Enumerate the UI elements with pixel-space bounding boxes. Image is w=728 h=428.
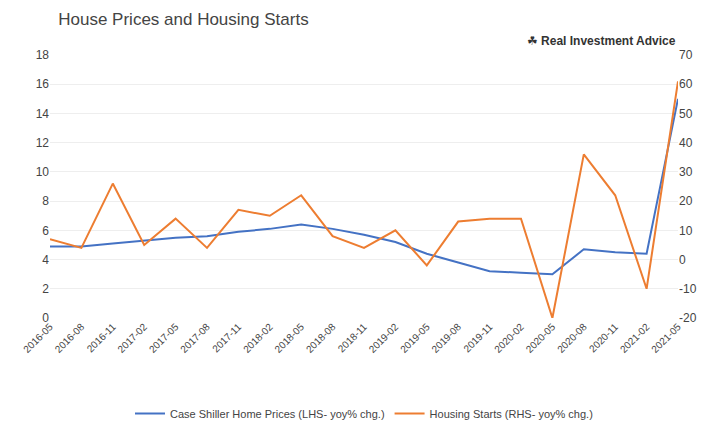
svg-text:Case Shiller Home Prices (LHS-: Case Shiller Home Prices (LHS- yoy% chg.…: [170, 408, 385, 420]
svg-text:2018-11: 2018-11: [336, 321, 370, 355]
svg-text:2020-11: 2020-11: [587, 321, 621, 355]
svg-text:8: 8: [42, 194, 49, 208]
svg-text:70: 70: [679, 48, 693, 62]
svg-text:2021-05: 2021-05: [649, 321, 683, 355]
svg-text:40: 40: [679, 136, 693, 150]
svg-text:18: 18: [36, 48, 50, 62]
svg-text:2021-02: 2021-02: [618, 321, 652, 355]
svg-text:6: 6: [42, 224, 49, 238]
svg-text:0: 0: [679, 253, 686, 267]
svg-text:2: 2: [42, 282, 49, 296]
svg-text:2018-08: 2018-08: [304, 321, 338, 355]
svg-text:-20: -20: [679, 311, 697, 325]
svg-text:2016-11: 2016-11: [85, 321, 119, 355]
svg-text:2017-11: 2017-11: [210, 321, 244, 355]
svg-text:50: 50: [679, 107, 693, 121]
svg-text:☘ Real Investment Advice: ☘ Real Investment Advice: [527, 34, 676, 48]
svg-text:2018-05: 2018-05: [272, 321, 306, 355]
svg-text:2016-08: 2016-08: [53, 321, 87, 355]
svg-text:2019-08: 2019-08: [429, 321, 463, 355]
svg-text:2020-08: 2020-08: [555, 321, 589, 355]
svg-text:2017-02: 2017-02: [115, 321, 149, 355]
svg-text:10: 10: [679, 224, 693, 238]
svg-text:2019-02: 2019-02: [367, 321, 401, 355]
svg-text:2017-08: 2017-08: [178, 321, 212, 355]
svg-text:14: 14: [36, 107, 50, 121]
svg-text:0: 0: [42, 311, 49, 325]
svg-text:-10: -10: [679, 282, 697, 296]
svg-text:4: 4: [42, 253, 49, 267]
svg-text:2018-02: 2018-02: [241, 321, 275, 355]
svg-text:20: 20: [679, 194, 693, 208]
svg-text:2020-02: 2020-02: [492, 321, 526, 355]
svg-text:Housing Starts (RHS- yoy% chg.: Housing Starts (RHS- yoy% chg.): [430, 408, 593, 420]
svg-text:House Prices and Housing Start: House Prices and Housing Starts: [58, 10, 308, 29]
svg-text:2017-05: 2017-05: [147, 321, 181, 355]
svg-text:2019-05: 2019-05: [398, 321, 432, 355]
svg-text:12: 12: [36, 136, 50, 150]
svg-text:2020-05: 2020-05: [524, 321, 558, 355]
svg-text:60: 60: [679, 77, 693, 91]
svg-text:2019-11: 2019-11: [461, 321, 495, 355]
svg-text:30: 30: [679, 165, 693, 179]
svg-text:10: 10: [36, 165, 50, 179]
svg-text:16: 16: [36, 77, 50, 91]
svg-text:2016-05: 2016-05: [21, 321, 55, 355]
